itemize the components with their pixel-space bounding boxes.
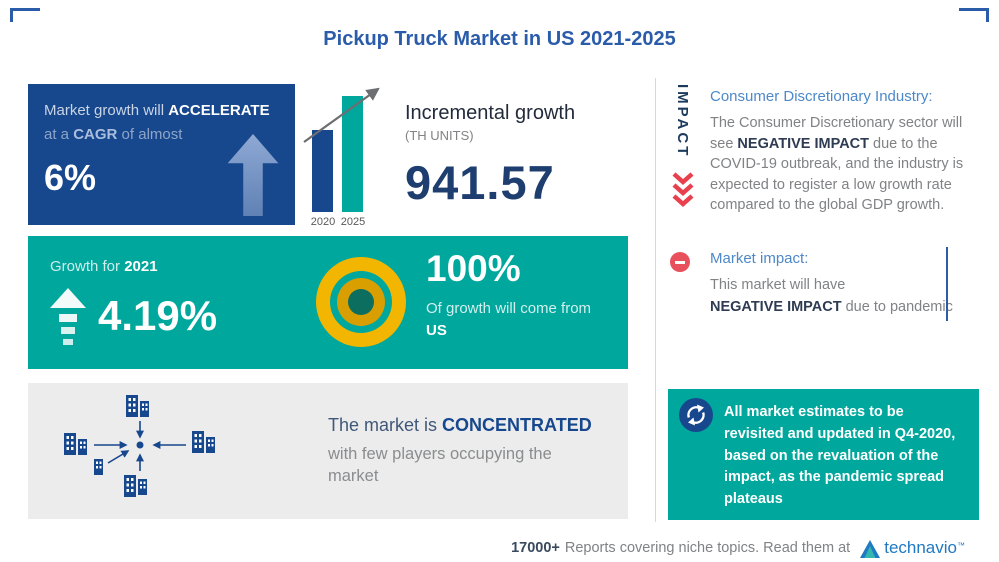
growth-box: Growth for 2021 4.19% 100% Of growth wil… [28, 236, 628, 369]
footer-report-count: 17000+ [511, 540, 560, 556]
minus-icon [670, 252, 690, 272]
note-box: All market estimates to be revisited and… [668, 389, 979, 520]
concentration-line1: The market is CONCENTRATED [328, 415, 618, 436]
cagr-box: Market growth will ACCELERATE at a CAGR … [28, 84, 295, 225]
concentration-line2: with few players occupying the market [328, 445, 552, 486]
market-text-2: due to pandemic [845, 298, 953, 315]
bar-chart [303, 87, 380, 212]
cagr-line1: Market growth will ACCELERATE [44, 102, 279, 119]
growth-up-arrow-icon [50, 288, 86, 345]
blue-accent-line [946, 247, 948, 321]
cagr-line2: at a CAGR of almost [44, 126, 279, 143]
growth-label-text: Growth for [50, 258, 121, 275]
chevrons-down-icon [672, 172, 694, 208]
market-impact-paragraph: This market will have NEGATIVE IMPACT du… [710, 275, 970, 319]
industry-heading: Consumer Discretionary Industry: [710, 88, 933, 105]
chart-year-label: 2025 [340, 216, 366, 228]
donut-chart [316, 257, 406, 347]
growth-value: 4.19% [98, 292, 218, 339]
corner-accent-right [959, 8, 989, 22]
cagr-line1-text: Market growth will [44, 102, 165, 119]
corner-accent-left [10, 8, 40, 22]
incremental-growth-unit: (TH UNITS) [405, 128, 474, 143]
market-text-1: This market will have [710, 277, 846, 293]
technavio-brand-text: technavio [884, 538, 957, 557]
incremental-growth-block: Incremental growth (TH UNITS) 941.57 [405, 102, 575, 210]
incremental-growth-value: 941.57 [405, 156, 555, 209]
impact-label: IMPACT [674, 84, 691, 159]
minus-bar [675, 260, 685, 264]
page-title: Pickup Truck Market in US 2021-2025 [323, 28, 676, 50]
share-text: Of growth will come from [426, 300, 592, 317]
share-block: 100% Of growth will come from US [426, 248, 591, 339]
growth-label: Growth for 2021 [50, 258, 158, 275]
growth-label-year: 2021 [124, 258, 158, 275]
chart-year-label: 2020 [310, 216, 336, 228]
industry-negative-impact: NEGATIVE IMPACT [737, 135, 869, 152]
cagr-value: 6% [44, 157, 97, 198]
concentration-lead: The market is [328, 415, 438, 435]
market-impact-heading: Market impact: [710, 250, 809, 267]
cagr-line2-post: of almost [121, 126, 183, 143]
footer-text: Reports covering niche topics. Read them… [564, 540, 851, 556]
technavio-logo-icon [860, 540, 881, 558]
incremental-growth-title: Incremental growth [405, 102, 576, 124]
footer: 17000+ Reports covering niche topics. Re… [511, 538, 965, 558]
trademark-symbol: ™ [957, 541, 965, 550]
share-value: 100% [426, 248, 521, 289]
refresh-icon [679, 398, 713, 432]
cagr-line2-bold: CAGR [73, 126, 118, 143]
donut-center [348, 289, 374, 315]
concentration-text: The market is CONCENTRATED with few play… [328, 415, 618, 488]
buildings-icon [64, 395, 215, 497]
industry-text-2: due to the COVID-19 outbreak, and the in… [710, 135, 964, 214]
concentration-box: The market is CONCENTRATED with few play… [28, 383, 628, 519]
donut-gold-ring [337, 278, 385, 326]
up-arrow-icon [227, 134, 279, 216]
market-negative-impact: NEGATIVE IMPACT [710, 298, 842, 315]
vertical-divider [655, 78, 656, 522]
industry-text-1: The Consumer Discretionary sector will s… [710, 115, 963, 152]
note-text: All market estimates to be revisited and… [724, 404, 956, 507]
industry-paragraph: The Consumer Discretionary sector will s… [710, 113, 974, 216]
concentration-highlight: CONCENTRATED [442, 415, 592, 435]
technavio-logo: technavio ™ [860, 538, 965, 558]
share-region: US [426, 322, 447, 339]
cagr-line1-bold: ACCELERATE [168, 102, 270, 119]
cagr-line2-pre: at a [44, 126, 70, 143]
donut-gap-ring [330, 271, 392, 333]
